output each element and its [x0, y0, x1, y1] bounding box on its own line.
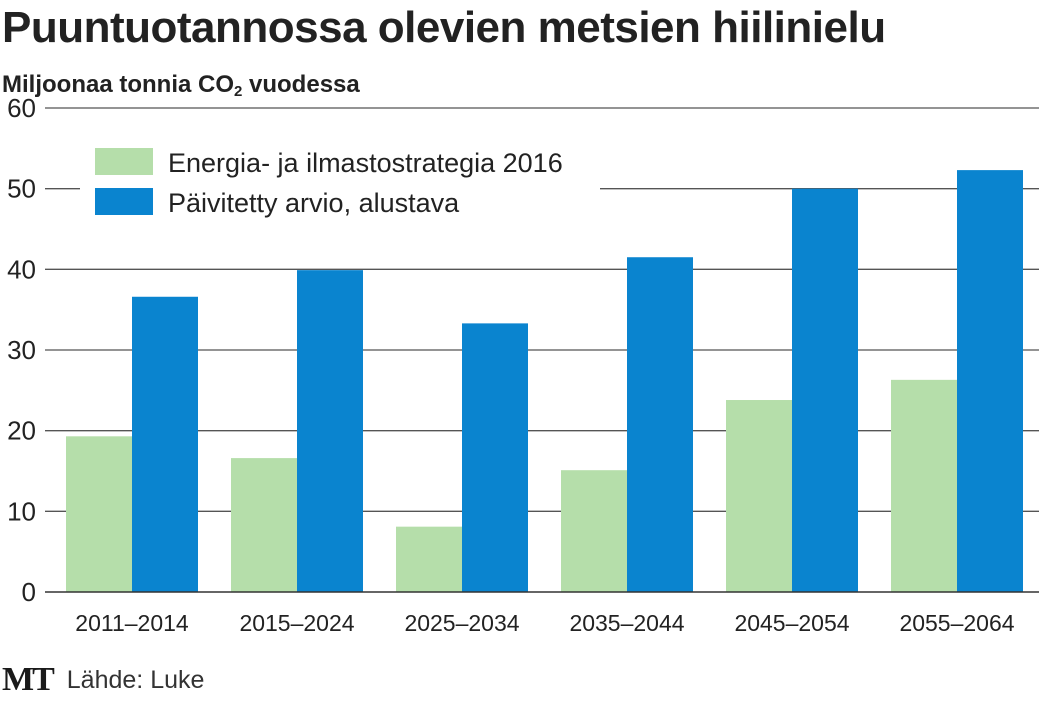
bar-strategy-2016 [66, 436, 132, 592]
bar-strategy-2016 [561, 470, 627, 592]
bar-chart: 0 10 20 30 40 50 60 2011–2014 2015–2024 2025–2034… [7, 93, 1039, 636]
bar-strategy-2016 [396, 526, 462, 592]
x-tick-label: 2011–2014 [75, 610, 189, 636]
legend-background [80, 138, 600, 218]
y-tick-label: 10 [7, 496, 36, 526]
bar-updated-estimate [132, 296, 198, 592]
legend-label: Energia- ja ilmastostrategia 2016 [168, 148, 563, 178]
y-tick-label: 30 [7, 335, 36, 365]
subtitle-text: Miljoonaa tonnia CO [2, 71, 234, 98]
bar-updated-estimate [462, 323, 528, 592]
x-tick-label: 2035–2044 [569, 610, 684, 636]
x-tick-label: 2025–2034 [404, 610, 519, 636]
bar-updated-estimate [627, 257, 693, 592]
y-tick-label: 50 [7, 174, 36, 204]
bar-updated-estimate [297, 270, 363, 592]
bar-strategy-2016 [231, 458, 297, 592]
bar-strategy-2016 [726, 400, 792, 592]
y-tick-label: 60 [7, 93, 36, 123]
bar-strategy-2016 [891, 379, 957, 592]
x-tick-label: 2055–2064 [899, 610, 1014, 636]
bar-updated-estimate [957, 170, 1023, 592]
y-tick-label: 20 [7, 416, 36, 446]
chart-subtitle: Miljoonaa tonnia CO2 vuodessa [2, 70, 360, 107]
chart-title: Puuntuotannossa olevien metsien hiilinie… [2, 3, 886, 52]
legend-swatch [95, 148, 153, 175]
subtitle-suffix: vuodessa [242, 71, 360, 98]
y-tick-label: 40 [7, 254, 36, 284]
subtitle-subscript: 2 [234, 83, 243, 100]
y-tick-label: 0 [22, 577, 36, 607]
x-tick-label: 2045–2054 [734, 610, 849, 636]
x-tick-label: 2015–2024 [239, 610, 354, 636]
legend-label: Päivitetty arvio, alustava [168, 188, 460, 218]
footer: MT Lähde: Luke [2, 660, 204, 700]
mt-logo: MT [2, 661, 55, 698]
source-label: Lähde: Luke [66, 665, 205, 694]
bar-updated-estimate [792, 188, 858, 592]
legend-swatch [95, 188, 153, 215]
